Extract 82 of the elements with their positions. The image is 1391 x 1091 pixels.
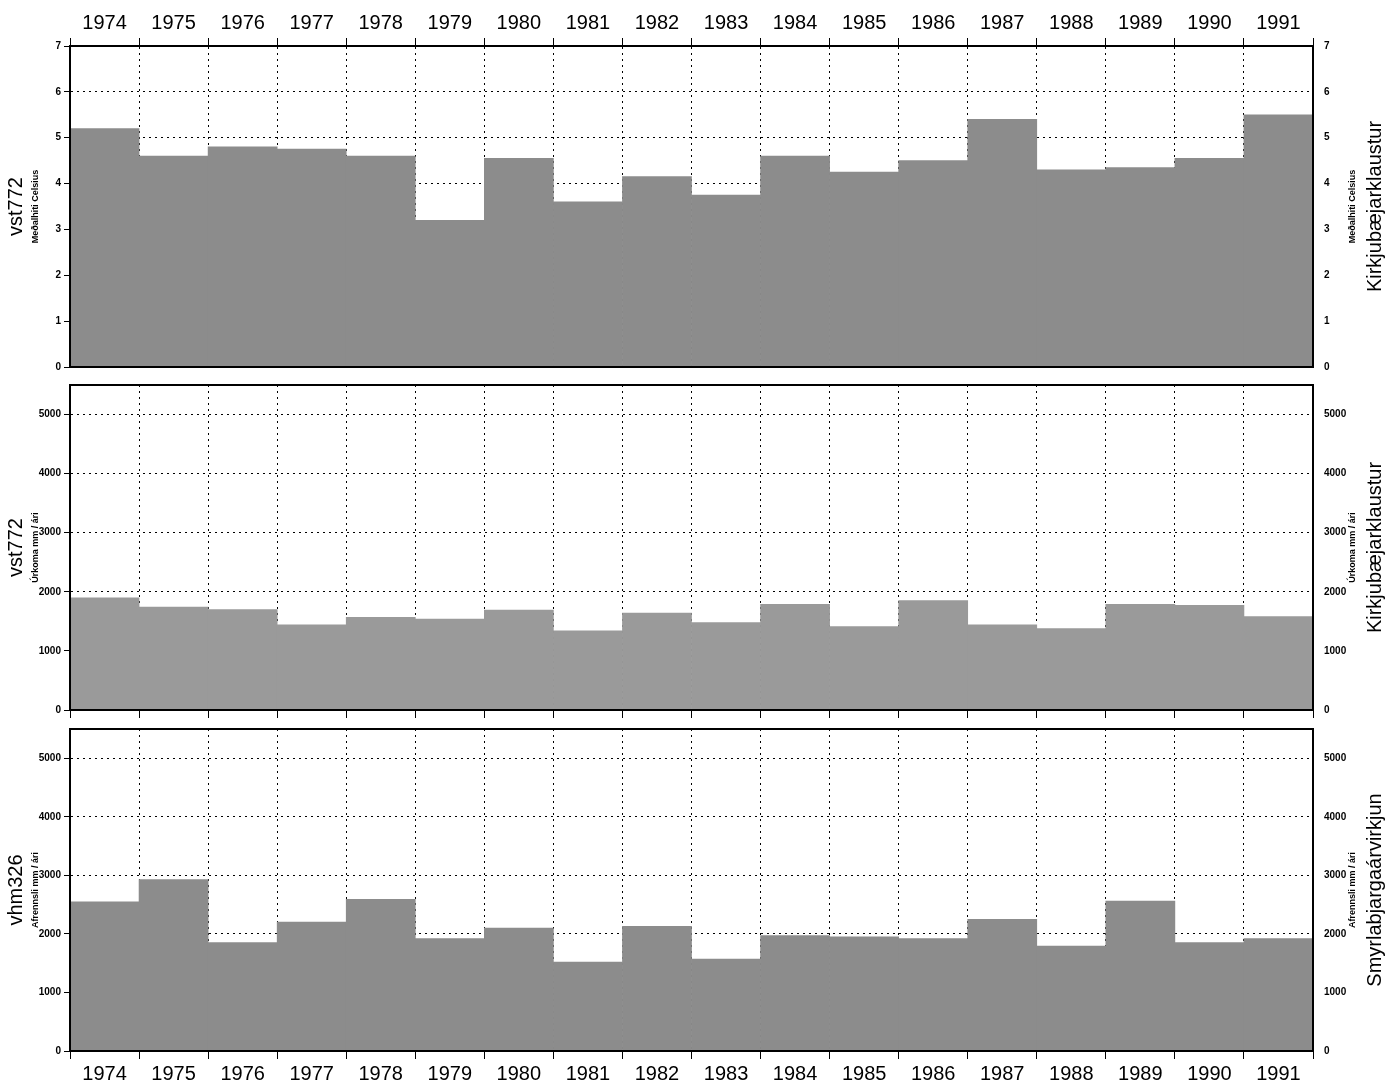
x-tick-label: 1974 xyxy=(82,10,127,33)
y2-tick-label: 6 xyxy=(1324,85,1330,97)
x-tick-label: 1979 xyxy=(427,10,473,33)
x-tick-label: 1990 xyxy=(1187,10,1232,33)
y2-tick-label: 3000 xyxy=(1324,869,1347,881)
y2-tick-label: 4000 xyxy=(1324,810,1347,822)
x-tick-label: 1988 xyxy=(1049,1061,1094,1084)
x-tick-label: 1985 xyxy=(841,10,887,33)
x-tick-label: 1987 xyxy=(980,1061,1025,1084)
x-tick-label: 1975 xyxy=(151,1061,196,1084)
x-tick-label: 1977 xyxy=(289,1061,334,1084)
y2-tick-label: 5000 xyxy=(1324,752,1347,764)
y-tick-label: 3 xyxy=(55,223,62,235)
y2-axis-title: Afrennsli mm / ári Smyrlabjargaárvirkjun xyxy=(1347,793,1385,987)
y-tick-label: 0 xyxy=(55,360,62,372)
y-tick-label: 1000 xyxy=(38,644,62,656)
y-tick-label: 2000 xyxy=(38,927,62,939)
x-tick-label: 1982 xyxy=(634,10,680,33)
y-tick-label: 4000 xyxy=(38,810,62,822)
y2-tick-label: 0 xyxy=(1324,1044,1330,1056)
y2-tick-label: 1000 xyxy=(1324,644,1347,656)
y2-tick-label: 1000 xyxy=(1324,986,1347,998)
x-tick-label: 1983 xyxy=(703,1061,749,1084)
x-tick-label: 1984 xyxy=(772,10,818,33)
y2-tick-label: 3000 xyxy=(1324,526,1347,538)
y-axis-title: vst772 Úrkoma mm / ári xyxy=(3,512,41,583)
y2-tick-label: 5000 xyxy=(1324,408,1347,420)
y2-tick-label: 2000 xyxy=(1324,927,1347,939)
x-tick-label: 1986 xyxy=(910,1061,956,1084)
x-tick-label: 1989 xyxy=(1118,1061,1163,1084)
x-tick-label: 1977 xyxy=(289,10,334,33)
x-tick-label: 1990 xyxy=(1187,1061,1232,1084)
y-tick-label: 3000 xyxy=(38,869,62,881)
x-tick-label: 1988 xyxy=(1049,10,1094,33)
y2-axis-title: Meðalhiti Celsius Kirkjubæjarklaustur xyxy=(1347,120,1385,293)
y2-tick-label: 5 xyxy=(1324,131,1330,143)
y-tick-label: 1 xyxy=(55,314,62,326)
y2-axis-title: Úrkoma mm / ári Kirkjubæjarklaustur xyxy=(1346,461,1385,634)
x-tick-label: 1974 xyxy=(82,1061,127,1084)
y2-tick-label: 0 xyxy=(1324,703,1330,715)
y-axis-title: vst772 Meðalhiti Celsius xyxy=(3,169,41,244)
y-tick-label: 1000 xyxy=(38,986,62,998)
y-tick-label: 2000 xyxy=(38,585,62,597)
y-tick-label: 3000 xyxy=(38,526,62,538)
x-tick-label: 1979 xyxy=(427,1061,473,1084)
x-tick-label: 1981 xyxy=(565,10,611,33)
x-tick-label: 1982 xyxy=(634,1061,680,1084)
x-tick-label: 1989 xyxy=(1118,10,1163,33)
x-tick-label: 1978 xyxy=(358,10,403,33)
x-tick-label: 1987 xyxy=(980,10,1025,33)
x-tick-label: 1991 xyxy=(1256,1061,1301,1084)
y2-tick-label: 4000 xyxy=(1324,467,1347,479)
x-tick-label: 1976 xyxy=(220,10,265,33)
y2-tick-label: 2000 xyxy=(1324,585,1347,597)
x-tick-label: 1981 xyxy=(565,1061,611,1084)
y2-tick-label: 7 xyxy=(1324,39,1330,51)
y-tick-label: 6 xyxy=(55,85,62,97)
x-tick-label: 1984 xyxy=(772,1061,818,1084)
x-tick-label: 1983 xyxy=(703,10,749,33)
y-tick-label: 5 xyxy=(55,131,62,143)
y2-tick-label: 0 xyxy=(1324,360,1330,372)
y-tick-label: 2 xyxy=(55,269,62,281)
x-tick-label: 1980 xyxy=(496,1061,542,1084)
y2-tick-label: 3 xyxy=(1324,223,1330,235)
x-tick-label: 1975 xyxy=(151,10,196,33)
y-tick-label: 7 xyxy=(55,39,62,51)
x-tick-label: 1976 xyxy=(220,1061,265,1084)
y2-tick-label: 2 xyxy=(1324,269,1330,281)
y-tick-label: 0 xyxy=(55,1044,62,1056)
x-tick-label: 1991 xyxy=(1256,10,1301,33)
x-tick-label: 1986 xyxy=(910,10,956,33)
y-tick-label: 4 xyxy=(55,177,62,189)
y2-tick-label: 1 xyxy=(1324,314,1330,326)
x-tick-label: 1985 xyxy=(841,1061,887,1084)
x-tick-label: 1978 xyxy=(358,1061,403,1084)
x-tick-label: 1980 xyxy=(496,10,542,33)
y2-tick-label: 4 xyxy=(1324,177,1330,189)
y-tick-label: 4000 xyxy=(38,467,62,479)
y-tick-label: 5000 xyxy=(38,408,62,420)
y-axis-title: vhm326 Afrennsli mm / ári xyxy=(3,851,41,929)
y-tick-label: 5000 xyxy=(38,752,62,764)
y-tick-label: 0 xyxy=(55,703,62,715)
